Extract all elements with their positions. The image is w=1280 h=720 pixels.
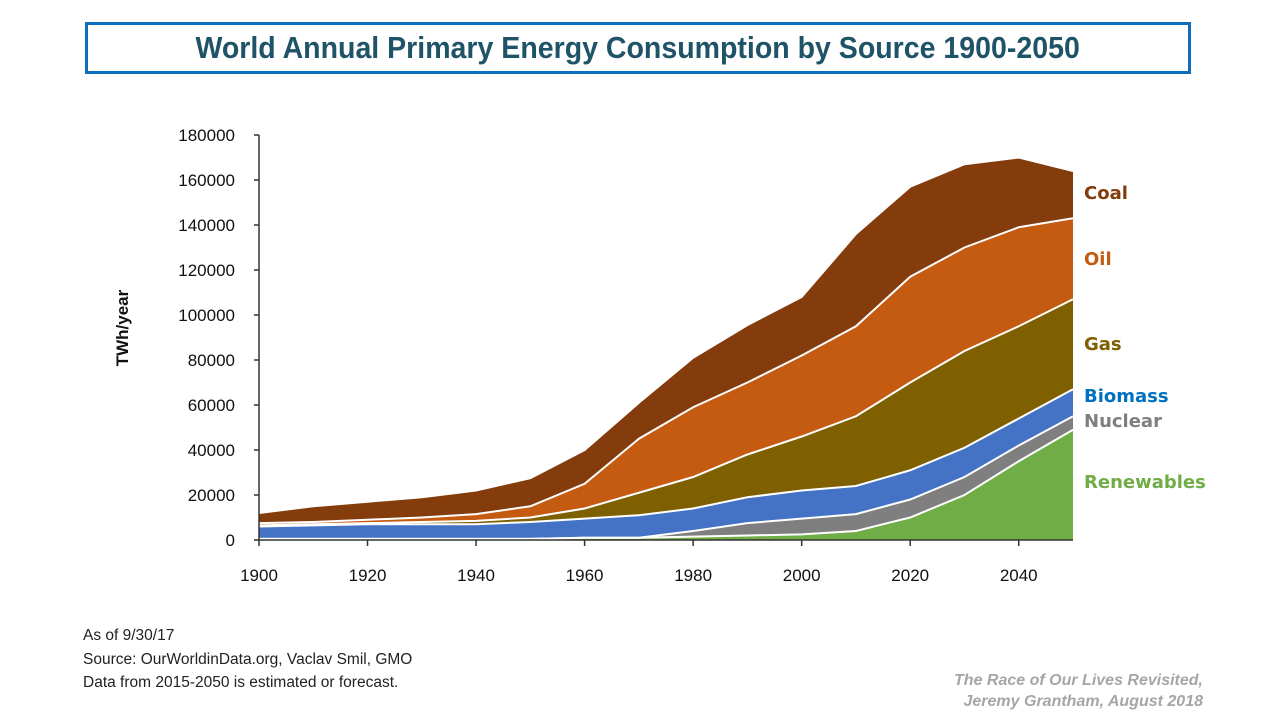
area-oil bbox=[259, 218, 1073, 526]
area-renewables bbox=[259, 429, 1073, 540]
chart-title: World Annual Primary Energy Consumption … bbox=[195, 30, 1081, 65]
separator-coal bbox=[258, 156, 1074, 514]
x-tick-label: 1900 bbox=[240, 566, 278, 585]
title-box: World Annual Primary Energy Consumption … bbox=[85, 22, 1191, 74]
y-tick-label: 180000 bbox=[178, 126, 235, 145]
separator-oil bbox=[258, 217, 1074, 525]
series-label-gas: Gas bbox=[1084, 334, 1122, 355]
y-tick-label: 100000 bbox=[178, 306, 235, 325]
x-tick-label: 2000 bbox=[783, 566, 821, 585]
area-gas bbox=[259, 299, 1073, 527]
x-tick-label: 1920 bbox=[349, 566, 387, 585]
credit-line-1: The Race of Our Lives Revisited, bbox=[954, 672, 1203, 689]
separator-biomass bbox=[258, 388, 1074, 528]
y-tick-label: 80000 bbox=[188, 351, 235, 370]
footnotes: As of 9/30/17 Source: OurWorldinData.org… bbox=[83, 624, 412, 695]
series-label-nuclear: Nuclear bbox=[1084, 411, 1162, 432]
x-tick-label: 1960 bbox=[566, 566, 604, 585]
credit-line-2: Jeremy Grantham, August 2018 bbox=[963, 693, 1204, 710]
area-biomass bbox=[259, 389, 1073, 539]
y-tick-label: 20000 bbox=[188, 486, 235, 505]
separator-nuclear bbox=[259, 415, 1074, 540]
credit: The Race of Our Lives Revisited, Jeremy … bbox=[954, 670, 1203, 712]
forecast-note: Data from 2015-2050 is estimated or fore… bbox=[83, 674, 399, 691]
x-tick-label: 1980 bbox=[674, 566, 712, 585]
series-label-oil: Oil bbox=[1084, 249, 1112, 270]
area-coal bbox=[259, 157, 1073, 524]
y-axis-label: TWh/year bbox=[113, 289, 132, 366]
as-of-note: As of 9/30/17 bbox=[83, 627, 175, 644]
y-tick-label: 120000 bbox=[178, 261, 235, 280]
series-label-biomass: Biomass bbox=[1084, 386, 1169, 407]
series-label-coal: Coal bbox=[1084, 183, 1128, 204]
y-tick-label: 160000 bbox=[178, 171, 235, 190]
source-note: Source: OurWorldinData.org, Vaclav Smil,… bbox=[83, 650, 413, 668]
series-label-renewables: Renewables bbox=[1084, 472, 1206, 493]
x-tick-label: 2020 bbox=[891, 566, 929, 585]
y-tick-label: 40000 bbox=[188, 441, 235, 460]
y-tick-label: 140000 bbox=[178, 216, 235, 235]
y-tick-label: 60000 bbox=[188, 396, 235, 415]
x-tick-label: 2040 bbox=[1000, 566, 1038, 585]
y-tick-label: 0 bbox=[226, 531, 235, 550]
separator-gas bbox=[258, 298, 1074, 527]
x-tick-label: 1940 bbox=[457, 566, 495, 585]
